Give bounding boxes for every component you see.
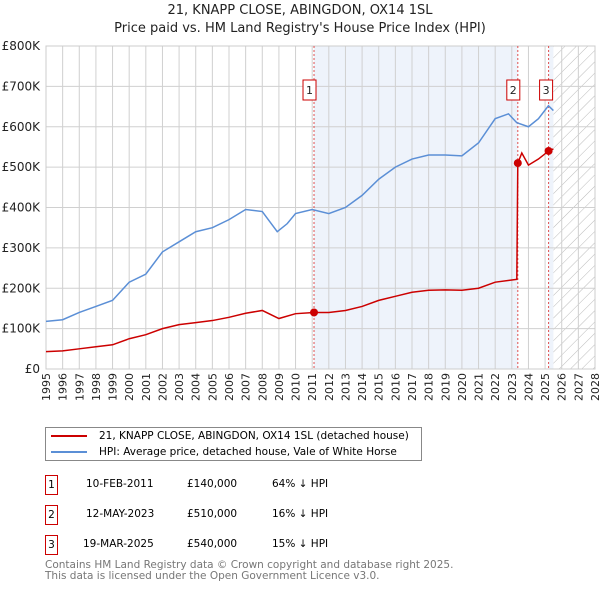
sale-row: 2 12-MAY-2023 £510,000 16% ↓ HPI [45, 505, 445, 525]
x-tick-label: 2001 [140, 373, 153, 401]
x-tick-label: 2000 [123, 373, 136, 401]
x-tick-label: 2020 [456, 373, 469, 401]
x-tick-label: 1995 [40, 373, 53, 401]
y-tick-label: £400K [2, 201, 42, 215]
x-tick-label: 2005 [206, 373, 219, 401]
plot-area: 1995 1996 1997 1998 1999 2000 2001 2002 2003 2004… [2, 39, 600, 401]
legend-label: 21, KNAPP CLOSE, ABINGDON, OX14 1SL (det… [99, 430, 409, 442]
x-tick-label: 2021 [473, 373, 486, 401]
sale-badge: 2 [45, 505, 58, 525]
x-tick-label: 2007 [240, 373, 253, 401]
x-tick-label: 2011 [306, 373, 319, 401]
x-tick-label: 2026 [556, 373, 569, 401]
footer: Contains HM Land Registry data © Crown c… [45, 560, 453, 582]
legend-item-hpi: HPI: Average price, detached house, Vale… [46, 444, 397, 460]
y-tick-label: £200K [2, 281, 42, 295]
y-tick-label: £100K [2, 322, 42, 336]
y-tick-label: £0 [25, 362, 40, 376]
y-tick-label: £300K [2, 241, 42, 255]
sale-hpi-diff: 16% ↓ HPI [272, 508, 329, 520]
x-tick-label: 2023 [506, 373, 519, 401]
footer-line: This data is licensed under the Open Gov… [45, 570, 380, 582]
x-tick-label: 2014 [356, 373, 369, 401]
sale-point [513, 159, 522, 168]
sale-label-box [302, 79, 317, 101]
x-tick-label: 1996 [57, 373, 70, 401]
chart-title: 21, KNAPP CLOSE, ABINGDON, OX14 1SL [167, 3, 433, 18]
series-line [45, 148, 554, 353]
sale-label-number: 2 [510, 84, 517, 97]
x-tick-label: 2009 [273, 373, 286, 401]
x-tick-label: 2016 [389, 373, 402, 401]
x-tick-label: 1997 [73, 373, 86, 401]
x-tick-label: 2010 [290, 373, 303, 401]
sale-hpi-diff: 64% ↓ HPI [272, 478, 329, 490]
x-tick-label: 2003 [173, 373, 186, 401]
sale-date: 10-FEB-2011 [86, 478, 154, 490]
sale-point [544, 146, 553, 155]
sale-price: £540,000 [187, 538, 238, 550]
x-tick-label: 2004 [190, 373, 203, 401]
x-tick-label: 1999 [107, 373, 120, 401]
x-tick-label: 2013 [339, 373, 352, 401]
red-line-swatch [51, 435, 87, 437]
sale-label-box [506, 79, 521, 101]
sale-row: 1 10-FEB-2011 £140,000 64% ↓ HPI [45, 475, 445, 495]
sale-badge: 1 [45, 475, 58, 495]
sale-label-number: 1 [306, 84, 313, 97]
sale-badge: 3 [45, 535, 58, 555]
sale-label-number: 3 [543, 84, 550, 97]
legend: 21, KNAPP CLOSE, ABINGDON, OX14 1SL (det… [45, 427, 422, 461]
plot-border [45, 45, 596, 370]
x-tick-label: 1998 [90, 373, 103, 401]
x-tick-label: 2018 [423, 373, 436, 401]
sale-date: 19-MAR-2025 [83, 538, 154, 550]
chart-subtitle: Price paid vs. HM Land Registry's House … [114, 21, 486, 36]
sale-price: £510,000 [187, 508, 238, 520]
sale-price: £140,000 [187, 478, 238, 490]
x-tick-label: 2017 [406, 373, 419, 401]
x-tick-label: 2025 [539, 373, 552, 401]
x-tick-label: 2019 [439, 373, 452, 401]
x-tick-label: 2027 [572, 373, 585, 401]
legend-label: HPI: Average price, detached house, Vale… [99, 446, 397, 458]
x-tick-label: 2008 [256, 373, 269, 401]
series-line [45, 104, 554, 323]
x-tick-label: 2012 [323, 373, 336, 401]
sale-point [310, 308, 319, 317]
y-tick-label: £500K [2, 160, 42, 174]
x-tick-label: 2024 [522, 373, 535, 401]
x-tick-label: 2002 [156, 373, 169, 401]
sale-date: 12-MAY-2023 [86, 508, 155, 520]
legend-item-property: 21, KNAPP CLOSE, ABINGDON, OX14 1SL (det… [46, 428, 409, 444]
x-tick-label: 2022 [489, 373, 502, 401]
y-tick-label: £800K [2, 39, 42, 53]
footer-line: Contains HM Land Registry data © Crown c… [45, 559, 454, 571]
x-tick-label: 2028 [589, 373, 600, 401]
blue-line-swatch [51, 451, 87, 453]
y-tick-label: £700K [2, 79, 42, 93]
x-tick-label: 2006 [223, 373, 236, 401]
x-tick-label: 2015 [373, 373, 386, 401]
sale-label-box [539, 79, 554, 101]
sale-row: 3 19-MAR-2025 £540,000 15% ↓ HPI [45, 535, 445, 555]
sale-hpi-diff: 15% ↓ HPI [272, 538, 329, 550]
y-tick-label: £600K [2, 120, 42, 134]
